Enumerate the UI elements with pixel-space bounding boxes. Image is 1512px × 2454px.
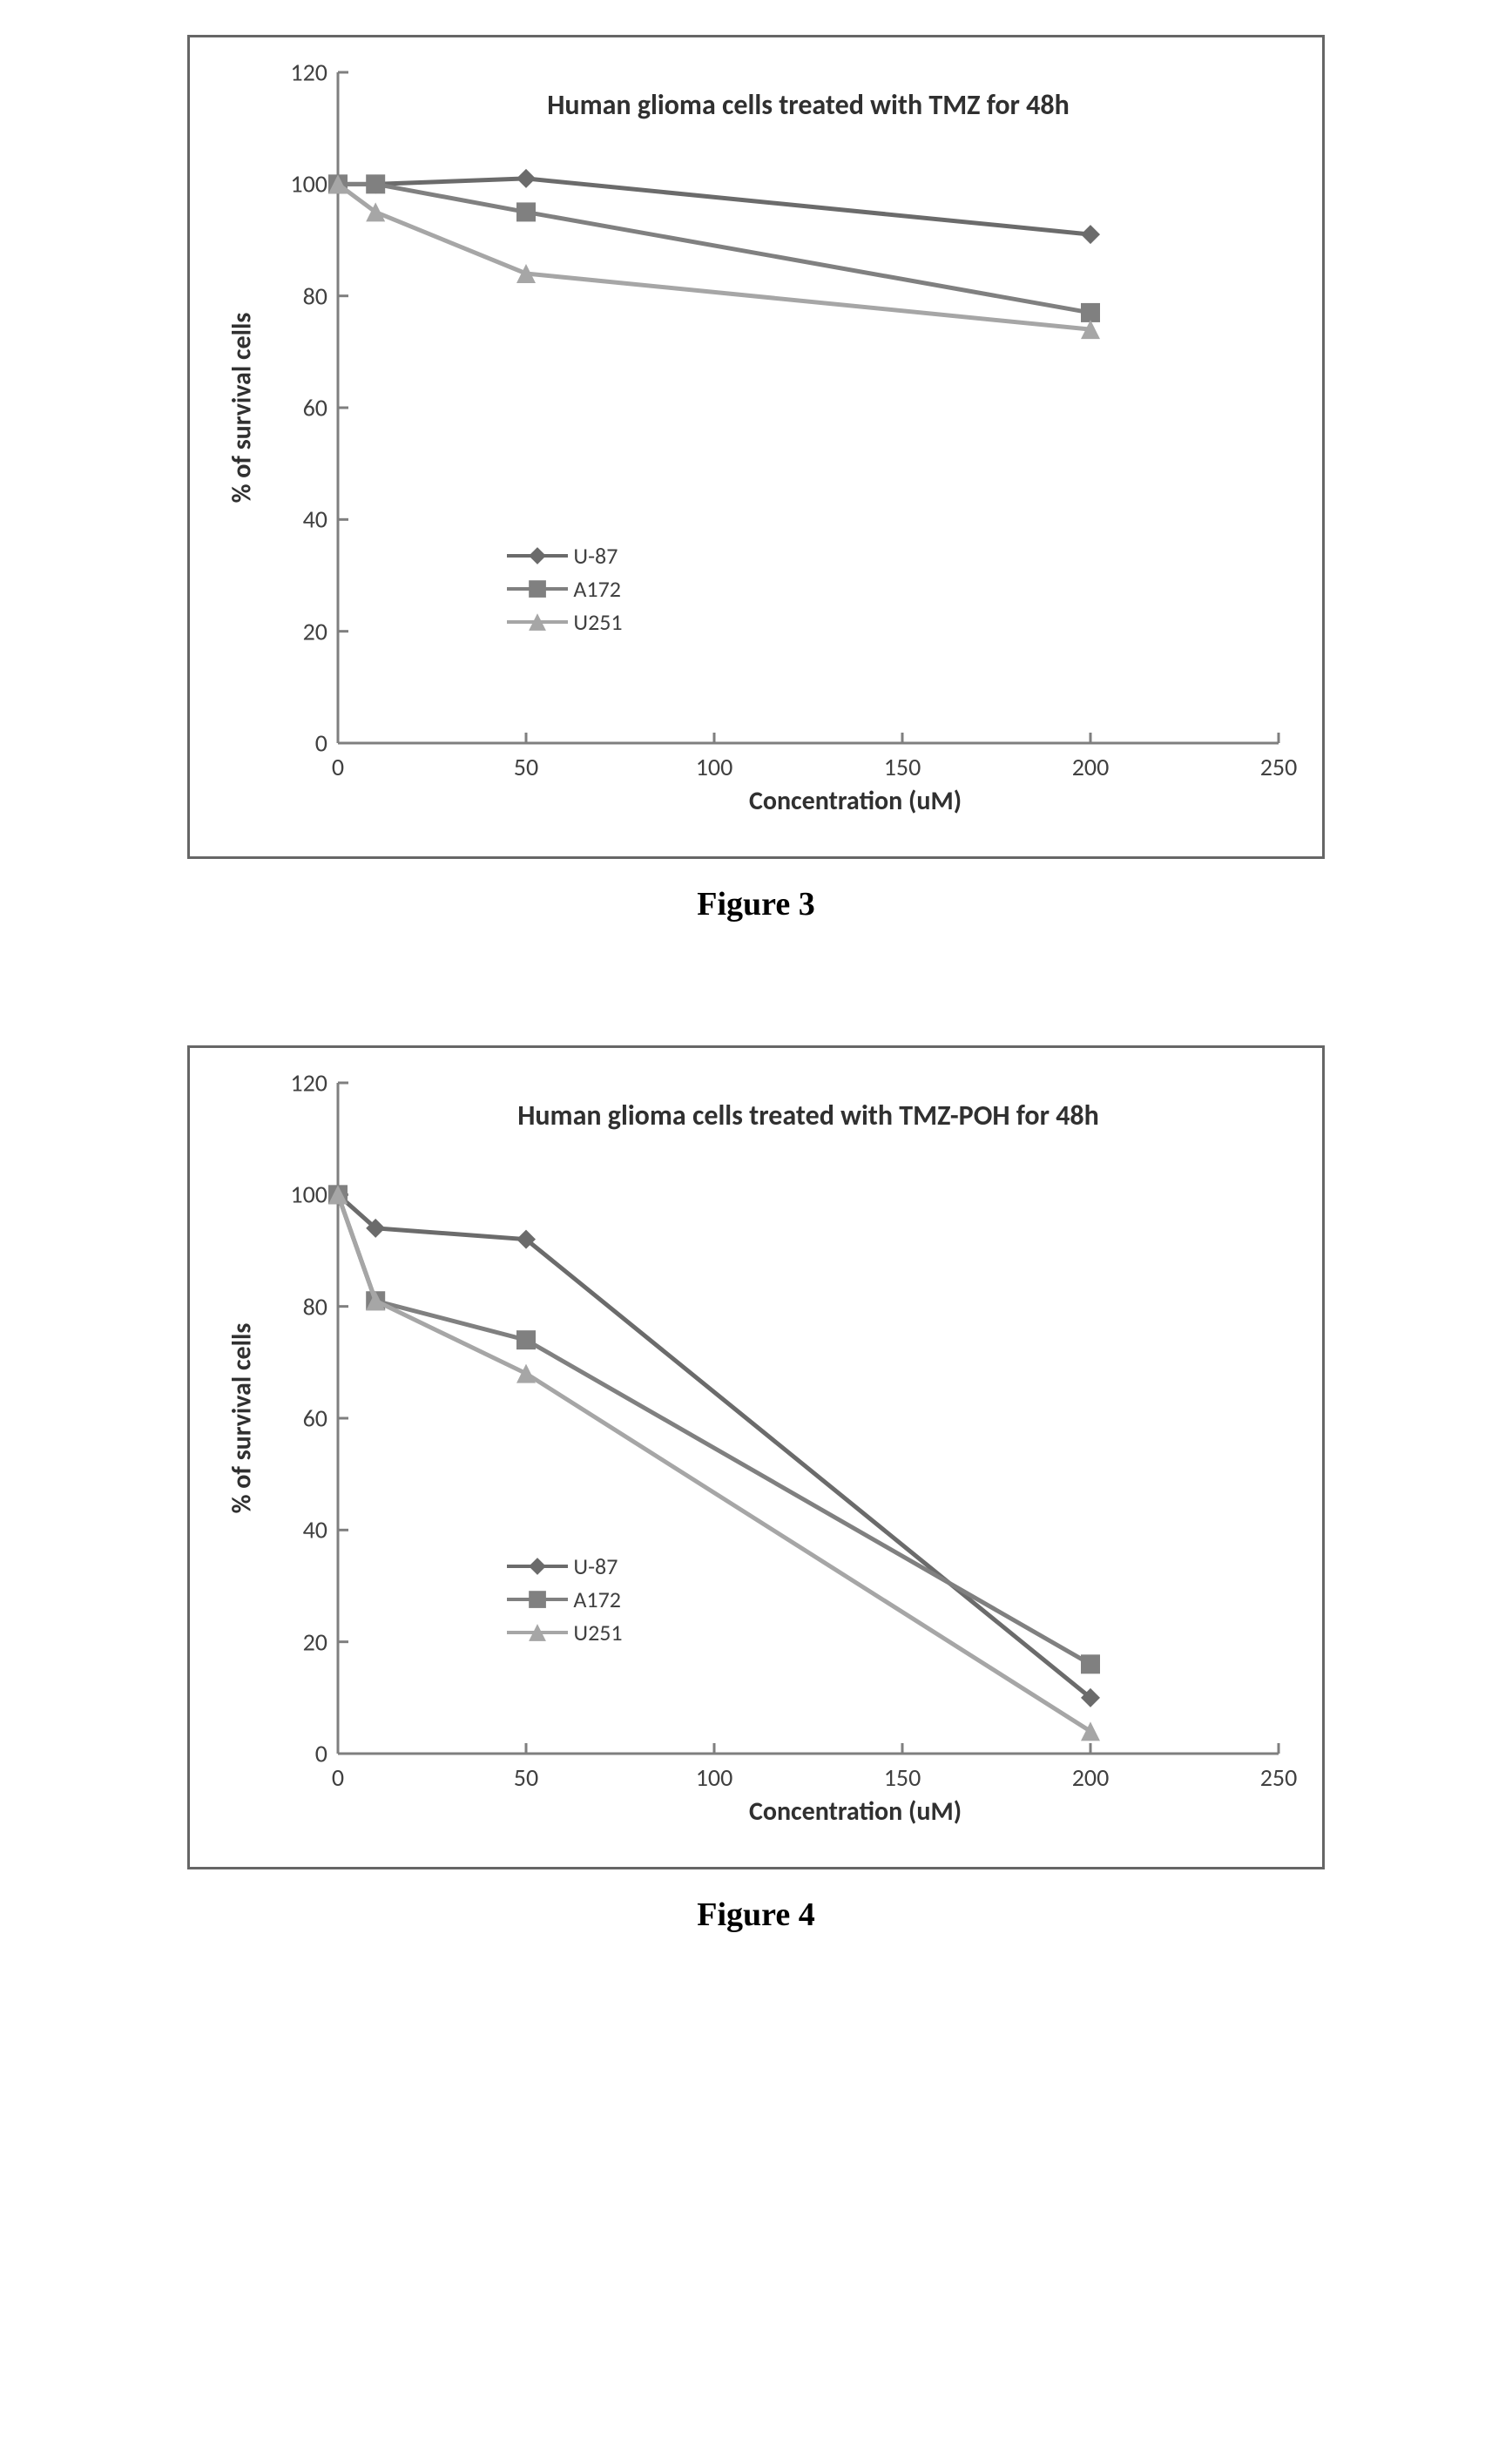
y-tick-label: 40: [303, 1515, 327, 1545]
y-tick-label: 60: [303, 393, 327, 423]
chart-frame: Human glioma cells treated with TMZ for …: [187, 35, 1325, 859]
y-tick-label: 0: [315, 728, 327, 759]
x-tick-label: 150: [884, 1762, 921, 1793]
legend-item: U251: [507, 608, 622, 636]
y-axis-label: % of survival cells: [226, 1323, 259, 1514]
y-tick-label: 100: [290, 1180, 327, 1210]
x-axis-label: Concentration (uM): [749, 785, 962, 817]
series-line: [338, 1194, 1090, 1731]
series-line: [338, 179, 1090, 234]
series-marker: [1081, 225, 1100, 244]
legend: U-87 A172 U251: [507, 542, 622, 636]
legend-item: A172: [507, 1585, 622, 1613]
figure-block: Human glioma cells treated with TMZ-POH …: [187, 1045, 1325, 1934]
legend-swatch: [507, 1631, 568, 1634]
x-tick-label: 0: [332, 1762, 344, 1793]
legend-swatch: [507, 554, 568, 558]
series-marker: [516, 202, 536, 221]
y-axis-label: % of survival cells: [226, 313, 259, 504]
series-line: [338, 184, 1090, 329]
legend-label: U-87: [573, 1552, 618, 1580]
x-tick-label: 150: [884, 752, 921, 782]
legend-label: U-87: [573, 542, 618, 570]
series-marker: [1081, 1654, 1100, 1673]
x-axis-label: Concentration (uM): [749, 1795, 962, 1828]
y-tick-label: 120: [290, 57, 327, 88]
x-tick-label: 50: [514, 752, 538, 782]
chart-frame: Human glioma cells treated with TMZ-POH …: [187, 1045, 1325, 1869]
y-tick-label: 40: [303, 504, 327, 535]
x-tick-label: 200: [1072, 752, 1110, 782]
x-tick-label: 250: [1260, 752, 1298, 782]
series-marker: [516, 169, 536, 188]
x-tick-label: 250: [1260, 1762, 1298, 1793]
legend-marker-icon: [529, 1591, 546, 1608]
series-marker: [1081, 303, 1100, 322]
y-tick-label: 20: [303, 1626, 327, 1657]
legend-label: U251: [573, 608, 622, 636]
legend-swatch: [507, 587, 568, 591]
plot-area: [338, 72, 1279, 743]
legend-swatch: [507, 1565, 568, 1568]
y-tick-label: 80: [303, 1291, 327, 1322]
x-tick-label: 200: [1072, 1762, 1110, 1793]
y-tick-label: 100: [290, 169, 327, 199]
y-tick-label: 0: [315, 1739, 327, 1769]
x-tick-label: 100: [696, 752, 733, 782]
series-marker: [366, 174, 385, 193]
legend-swatch: [507, 1598, 568, 1601]
y-tick-label: 60: [303, 1403, 327, 1434]
figure-caption: Figure 4: [697, 1896, 814, 1934]
legend-item: U251: [507, 1619, 622, 1646]
legend-marker-icon: [529, 580, 546, 598]
legend-marker-icon: [529, 547, 546, 564]
y-tick-label: 20: [303, 616, 327, 646]
figure-block: Human glioma cells treated with TMZ for …: [187, 35, 1325, 923]
legend-item: A172: [507, 575, 622, 603]
x-tick-label: 50: [514, 1762, 538, 1793]
series-marker: [516, 1330, 536, 1349]
series-marker: [516, 1364, 536, 1383]
legend-label: A172: [573, 1585, 621, 1613]
y-tick-label: 80: [303, 281, 327, 311]
plot-area: [338, 1083, 1279, 1754]
legend-item: U-87: [507, 1552, 622, 1580]
y-tick-label: 120: [290, 1068, 327, 1099]
legend-item: U-87: [507, 542, 622, 570]
legend-marker-icon: [529, 613, 546, 631]
legend-label: A172: [573, 575, 621, 603]
figure-caption: Figure 3: [697, 885, 814, 923]
page: Human glioma cells treated with TMZ for …: [0, 0, 1512, 1986]
legend-swatch: [507, 620, 568, 624]
x-tick-label: 0: [332, 752, 344, 782]
legend-marker-icon: [529, 1558, 546, 1575]
legend: U-87 A172 U251: [507, 1552, 622, 1646]
legend-marker-icon: [529, 1624, 546, 1641]
series-line: [338, 1194, 1090, 1664]
x-tick-label: 100: [696, 1762, 733, 1793]
legend-label: U251: [573, 1619, 622, 1646]
